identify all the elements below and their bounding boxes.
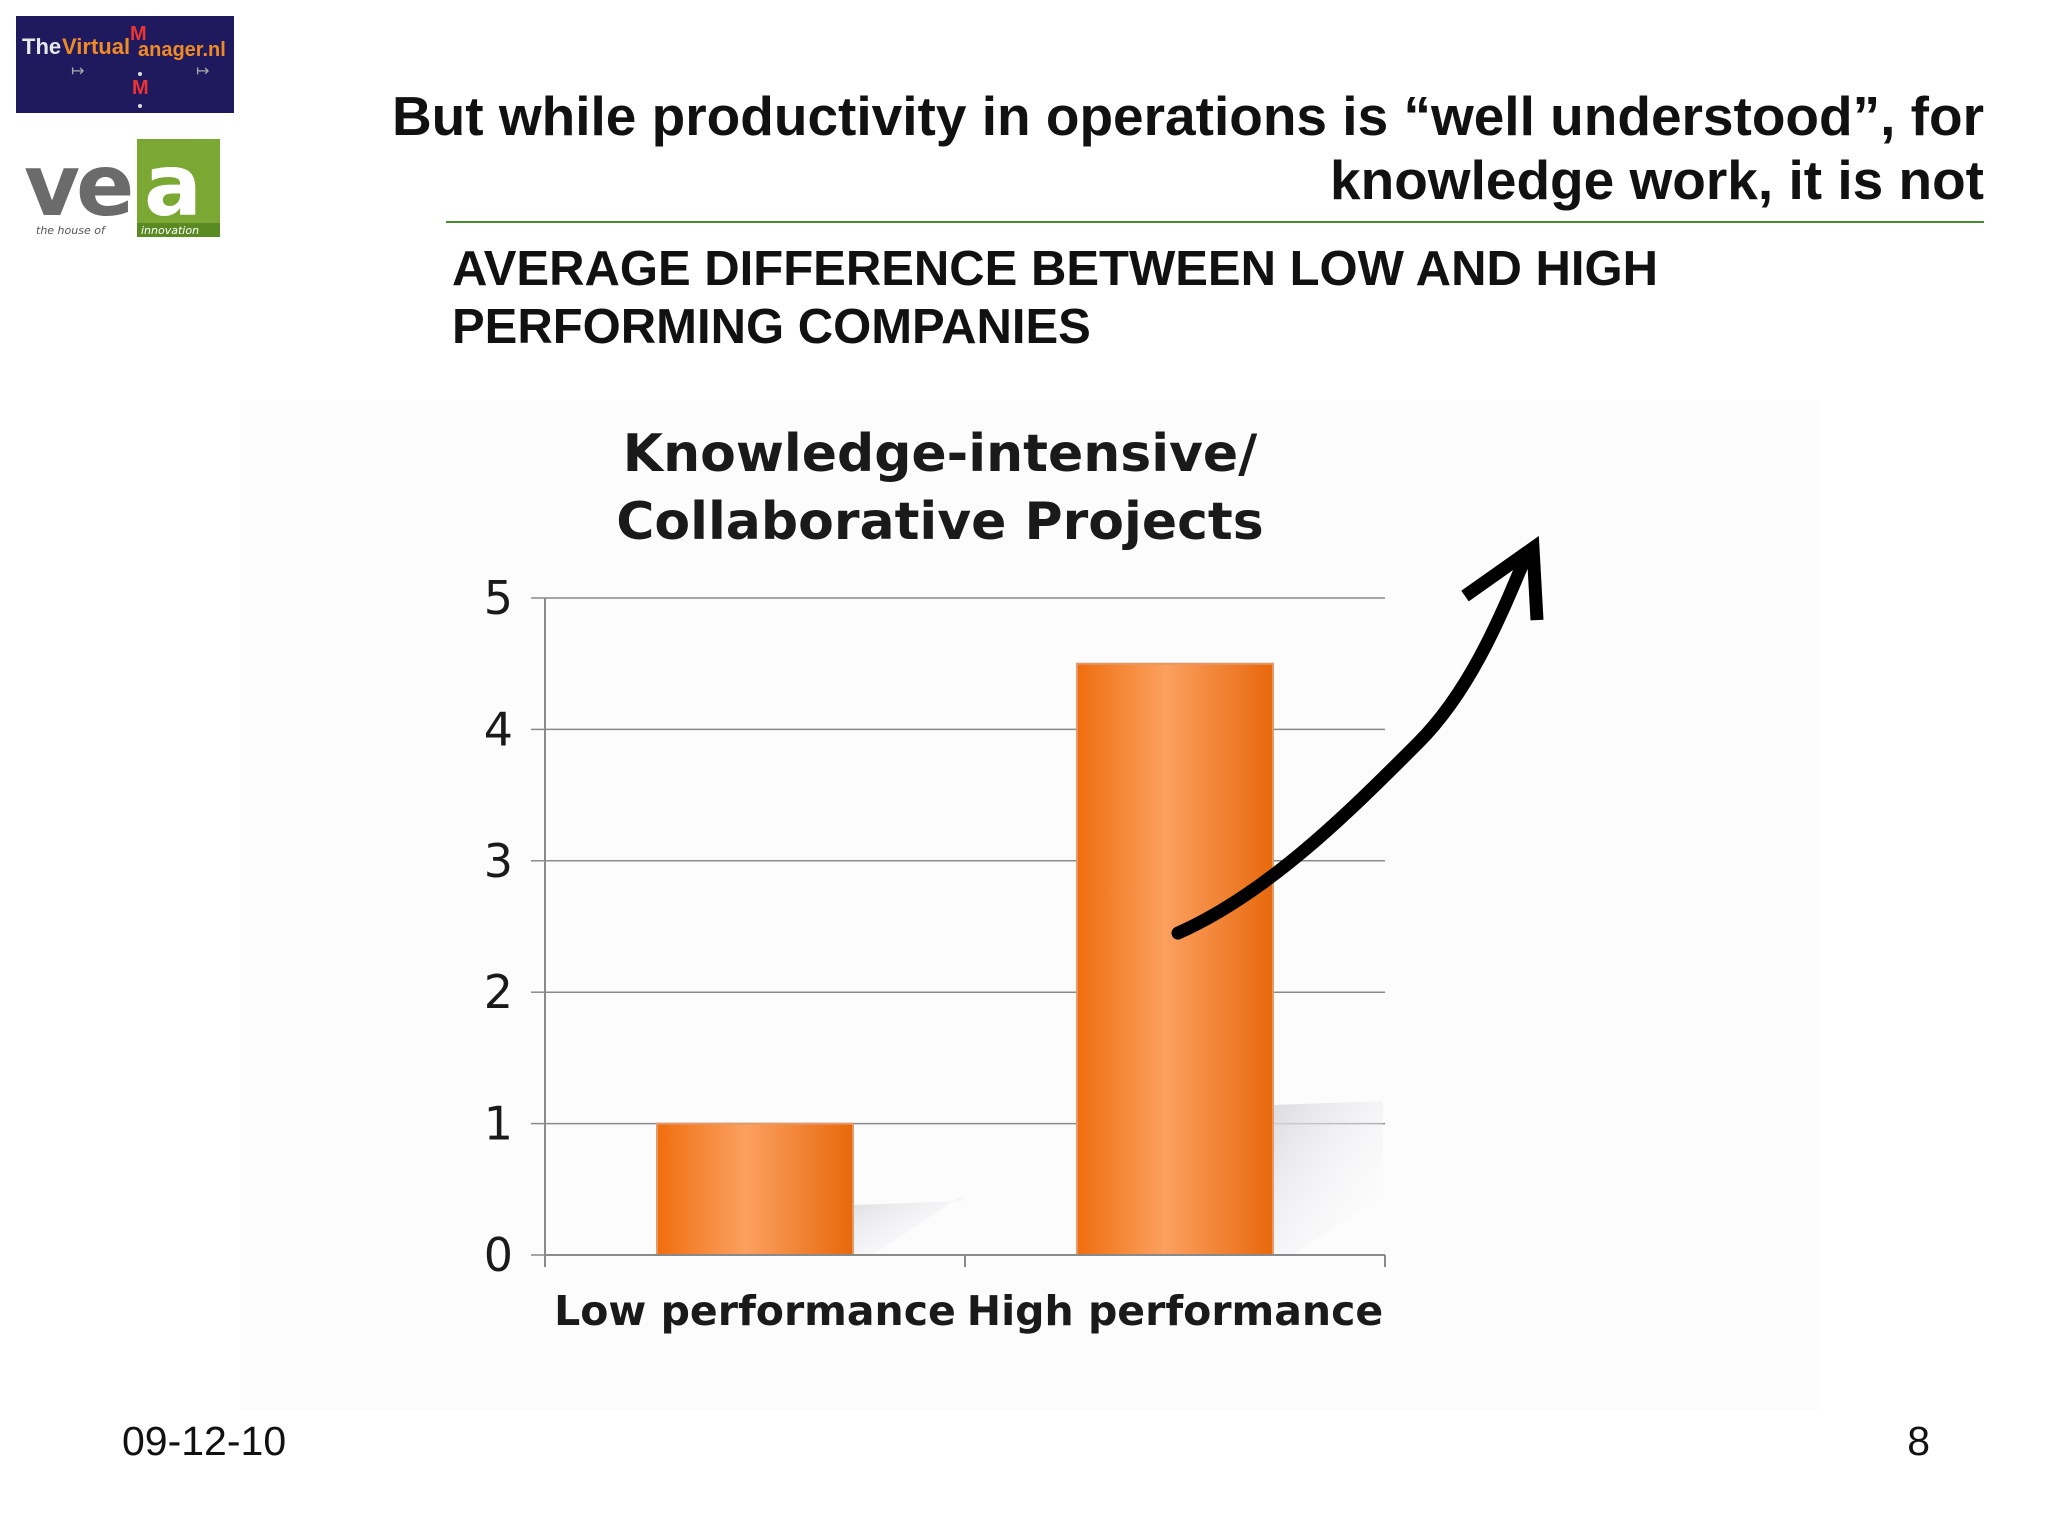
thevirtualmanager-logo: The Virtual M anager.nl M ↦ ↦ bbox=[16, 16, 234, 113]
x-category-label: Low performance bbox=[554, 1287, 956, 1335]
y-tick-label: 4 bbox=[484, 702, 513, 756]
bar bbox=[656, 1122, 854, 1256]
svg-text:M: M bbox=[132, 77, 149, 99]
bar-shadow bbox=[853, 1195, 963, 1255]
svg-text:a: a bbox=[144, 137, 202, 236]
trend-arrow bbox=[1171, 556, 1530, 940]
chart-background bbox=[240, 400, 1820, 1410]
svg-text:↦: ↦ bbox=[71, 61, 84, 80]
y-tick-label: 3 bbox=[484, 834, 513, 888]
y-tick-label: 2 bbox=[484, 965, 513, 1019]
slide-subheading: AVERAGE DIFFERENCE BETWEEN LOW AND HIGH … bbox=[452, 242, 1658, 354]
trend-arrow-head bbox=[1461, 535, 1544, 621]
headline-divider bbox=[446, 221, 1984, 223]
svg-text:M: M bbox=[130, 23, 147, 45]
vea-logo: ve a the house of innovation bbox=[20, 137, 226, 239]
footer-date: 09-12-10 bbox=[122, 1418, 287, 1464]
svg-text:ve: ve bbox=[24, 137, 131, 236]
slide-headline: But while productivity in operations is … bbox=[391, 85, 1984, 211]
y-tick-label: 5 bbox=[484, 571, 513, 625]
svg-text:the house of: the house of bbox=[36, 224, 107, 237]
svg-text:anager.nl: anager.nl bbox=[138, 39, 226, 61]
svg-text:↦: ↦ bbox=[196, 61, 209, 80]
y-tick-label: 0 bbox=[484, 1228, 513, 1282]
chart-title: Knowledge-intensive/ Collaborative Proje… bbox=[616, 424, 1264, 552]
svg-text:Virtual: Virtual bbox=[62, 34, 130, 59]
svg-text:The: The bbox=[22, 34, 61, 59]
bar-shadow bbox=[1273, 1101, 1383, 1255]
page-number: 8 bbox=[1907, 1418, 1930, 1464]
x-category-label: High performance bbox=[967, 1287, 1383, 1335]
y-tick-label: 1 bbox=[484, 1097, 513, 1151]
svg-text:innovation: innovation bbox=[141, 224, 199, 237]
bar bbox=[1076, 662, 1274, 1256]
